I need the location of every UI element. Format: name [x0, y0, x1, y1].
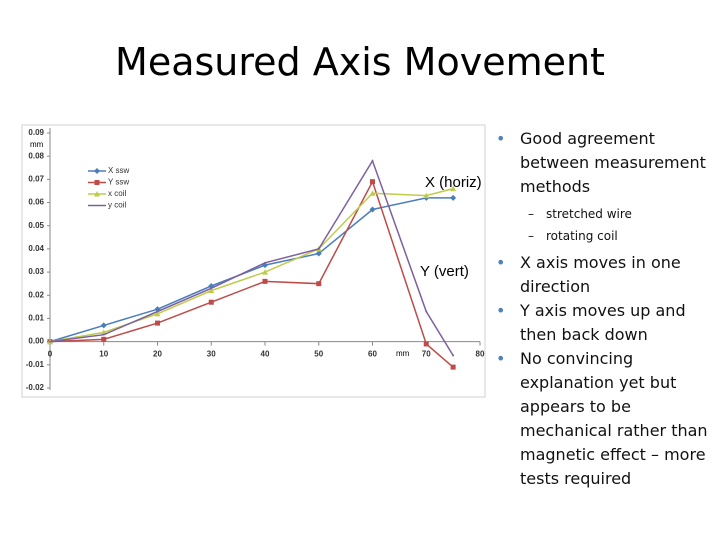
y-tick-label: 0.03: [28, 267, 44, 276]
data-point: [317, 247, 320, 250]
x-tick-label: 60: [368, 350, 377, 359]
y-tick-label: 0.06: [28, 198, 44, 207]
y-tick-label: -0.01: [26, 360, 45, 369]
data-point: [316, 281, 322, 287]
legend-label: Y ssw: [108, 178, 129, 187]
data-point: [370, 179, 375, 185]
y-tick-label: 0.04: [28, 244, 44, 253]
data-point: [369, 206, 376, 213]
legend-label: y coil: [108, 201, 126, 210]
bullet: X axis moves in one direction: [492, 251, 714, 299]
data-point: [450, 194, 457, 201]
slide-title: Measured Axis Movement: [115, 40, 605, 84]
data-point: [423, 341, 429, 347]
data-point: [102, 333, 105, 336]
sub-list: stretched wirerotating coil: [520, 203, 714, 247]
data-point: [450, 185, 457, 192]
data-point: [101, 336, 107, 342]
bullet-text: No convincing explanation yet but appear…: [520, 349, 708, 488]
bullet-list: Good agreement between measurement metho…: [492, 127, 714, 491]
data-point: [369, 190, 376, 196]
chart-frame: [21, 124, 486, 398]
annotation: Y (vert): [420, 263, 469, 280]
y-tick-label: 0.09: [28, 128, 44, 137]
data-point: [452, 354, 455, 357]
x-tick-label: 50: [314, 350, 323, 359]
data-point: [155, 320, 160, 326]
data-point: [264, 261, 266, 264]
data-point: [154, 310, 161, 317]
sub-bullet: rotating coil: [520, 225, 714, 247]
legend-marker: [94, 191, 100, 197]
data-point: [100, 322, 107, 329]
x-tick-label: 30: [207, 350, 216, 359]
y-tick-label: 0.07: [28, 174, 44, 183]
sub-bullet: stretched wire: [520, 203, 714, 225]
bullet-text: Good agreement between measurement metho…: [520, 129, 706, 196]
y-tick-label: -0.02: [26, 383, 45, 392]
x-tick-label: 10: [99, 350, 108, 359]
data-point: [371, 159, 374, 162]
x-tick-label: 20: [153, 350, 162, 359]
data-point: [49, 340, 51, 343]
data-point: [210, 287, 213, 290]
x-axis-label: mm: [396, 349, 410, 358]
y-axis-label: mm: [30, 140, 44, 149]
y-tick-label: 0.02: [28, 290, 44, 299]
legend-label: x coil: [108, 189, 126, 198]
x-tick-label: 80: [476, 350, 485, 359]
legend-label: X ssw: [108, 166, 130, 175]
bullet: Y axis moves up and then back down: [492, 299, 714, 347]
y-tick-label: 0.00: [28, 337, 44, 346]
legend-marker: [94, 168, 100, 174]
annotation: X (horiz): [425, 174, 482, 191]
data-point: [450, 364, 456, 370]
bullet: No convincing explanation yet but appear…: [492, 347, 714, 491]
data-point: [423, 192, 430, 199]
data-point: [425, 310, 428, 313]
x-tick-label: 40: [261, 350, 270, 359]
data-point: [262, 269, 268, 275]
data-point: [262, 278, 268, 284]
data-point: [315, 250, 322, 257]
x-tick-label: 70: [422, 350, 431, 359]
y-tick-label: 0.08: [28, 151, 44, 160]
data-point: [208, 299, 214, 305]
bullet-text: Y axis moves up and then back down: [520, 301, 686, 344]
y-tick-label: 0.01: [28, 314, 44, 323]
data-point: [208, 287, 215, 294]
bullet: Good agreement between measurement metho…: [492, 127, 714, 247]
bullet-text: X axis moves in one direction: [520, 253, 681, 296]
legend-marker: [94, 180, 100, 185]
data-point: [156, 310, 159, 313]
x-tick-label: 0: [48, 350, 53, 359]
y-tick-label: 0.05: [28, 221, 44, 230]
